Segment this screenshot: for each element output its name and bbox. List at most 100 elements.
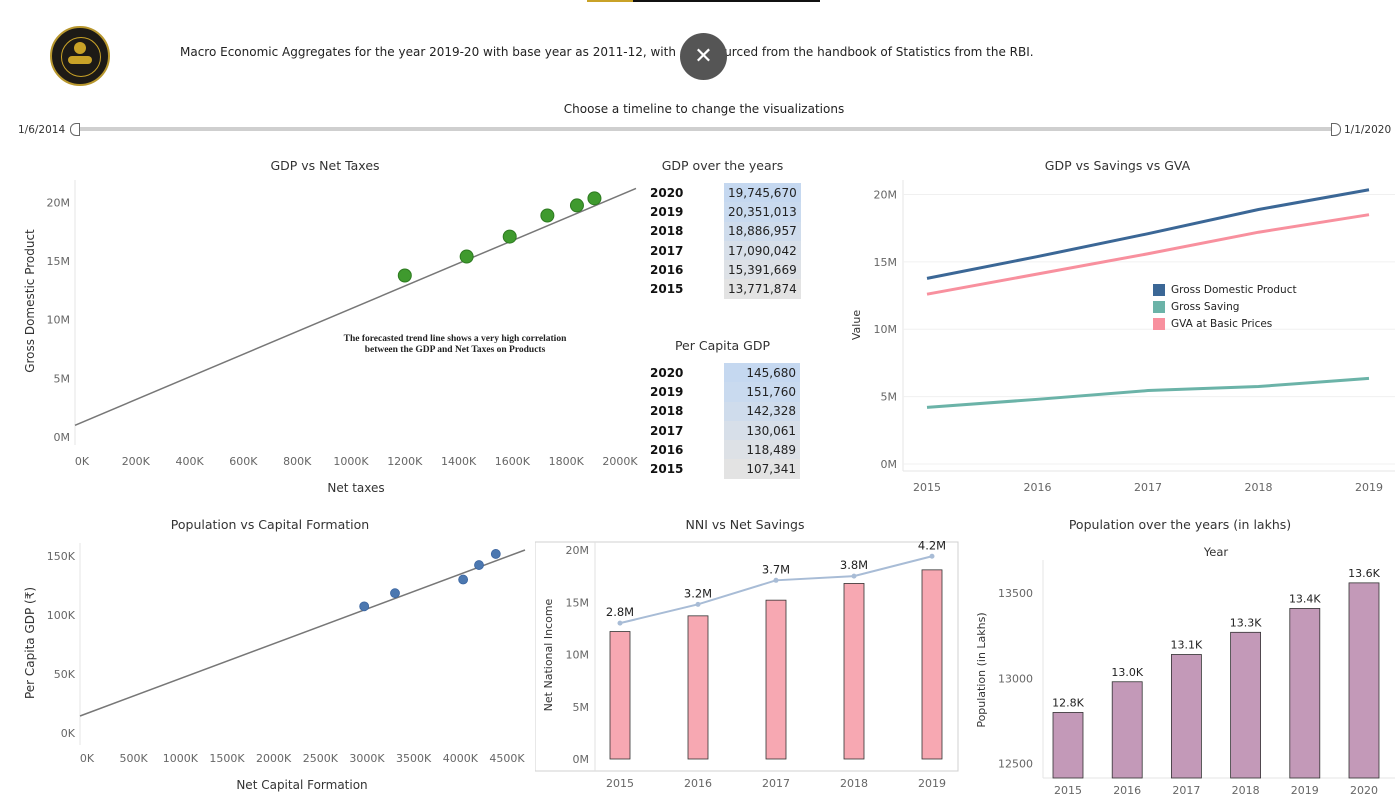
gdp-row[interactable]: 2017 17,090,042 (644, 240, 801, 261)
population-vs-capital-chart: 0K 50K 100K 150K 0K 500K 1000K 1500K 2000K 2500K 3… (23, 543, 526, 792)
y-tick-label: 15M (874, 256, 898, 269)
chart-title-gdp-net-taxes: GDP vs Net Taxes (270, 158, 380, 173)
x-tick-label: 1000K (163, 752, 199, 765)
legend-label-gva: GVA at Basic Prices (1171, 318, 1273, 330)
x-tick-label: 1000K (333, 455, 369, 468)
percap-row[interactable]: 2018 142,328 (644, 401, 800, 421)
data-label: 13.6K (1348, 567, 1380, 580)
y-tick-label: 20M (566, 544, 590, 557)
gdp-year: 2017 (650, 243, 684, 258)
x-tick-label: 2015 (1054, 784, 1082, 797)
y-tick-label: 0M (881, 458, 898, 471)
x-tick-label: 3000K (349, 752, 385, 765)
x-tick-label: 3500K (396, 752, 432, 765)
close-icon[interactable]: ✕ (694, 44, 713, 69)
data-point (458, 574, 469, 585)
percap-year: 2020 (650, 365, 684, 380)
legend-label-saving: Gross Saving (1171, 301, 1240, 313)
bar (765, 599, 787, 760)
gdp-row[interactable]: 2015 13,771,874 (644, 279, 801, 299)
data-label: 13.0K (1111, 666, 1143, 679)
timeline-start-date: 1/6/2014 (18, 124, 66, 136)
close-button[interactable]: ✕ (680, 33, 727, 80)
percap-value: 145,680 (724, 363, 800, 383)
series-line-gdp (926, 188, 1370, 280)
gdp-year: 2016 (650, 262, 684, 277)
series-line-saving (926, 376, 1370, 409)
gdp-value: 15,391,669 (724, 260, 801, 280)
x-tick-label: 4000K (443, 752, 479, 765)
bar (921, 569, 943, 760)
timeline-slider-track[interactable] (73, 127, 1336, 131)
trend-annotation-line-1: The forecasted trend line shows a very h… (343, 334, 567, 344)
bar (1230, 631, 1262, 779)
bar (1348, 582, 1380, 779)
legend-swatch-gdp (1153, 284, 1165, 296)
timeline-start-handle[interactable] (70, 123, 80, 136)
percap-row[interactable]: 2016 118,489 (644, 440, 800, 460)
percap-row[interactable]: 2015 107,341 (644, 459, 800, 479)
gdp-vs-net-taxes-chart: 0M 5M 10M 15M 20M 0K 200K 400K 600K 800K 1000K 1200… (23, 180, 638, 495)
percap-value: 130,061 (724, 420, 800, 441)
gdp-year: 2019 (650, 204, 684, 219)
trend-annotation-line-2: between the GDP and Net Taxes on Product… (364, 345, 546, 355)
gdp-year: 2015 (650, 282, 684, 297)
data-label: 3.7M (762, 562, 790, 576)
x-tick-label: 800K (283, 455, 312, 468)
top-accent-bar (587, 0, 633, 2)
bar (609, 631, 631, 760)
x-tick-label: 2000K (256, 752, 292, 765)
gdp-value: 18,886,957 (724, 221, 801, 241)
data-label: 4.2M (918, 538, 946, 552)
data-point (474, 560, 484, 570)
percap-table: 2020 145,680 2019 151,760 2018 142,328 2017 130… (644, 363, 800, 479)
bar (687, 615, 709, 760)
population-chart-subtitle: Year (1203, 545, 1229, 559)
timeline-label: Choose a timeline to change the visualiz… (563, 102, 845, 116)
trend-line (79, 549, 526, 717)
chart-title-population-years: Population over the years (in lakhs) (1068, 517, 1292, 532)
x-axis-title: Net Capital Formation (236, 778, 367, 792)
legend-label-gdp: Gross Domestic Product (1171, 284, 1297, 296)
percap-row[interactable]: 2020 145,680 (644, 363, 800, 383)
y-tick-label: 12500 (998, 758, 1033, 771)
data-label: 3.8M (840, 558, 868, 572)
x-tick-label: 2017 (1172, 784, 1200, 797)
x-tick-label: 0K (75, 455, 90, 468)
y-tick-label: 0M (573, 753, 590, 766)
legend-swatch-gva (1153, 318, 1165, 330)
percap-table-title: Per Capita GDP (674, 338, 771, 353)
x-tick-label: 1200K (387, 455, 423, 468)
gdp-row[interactable]: 2016 15,391,669 (644, 260, 801, 280)
chart-legend: Gross Domestic Product Gross Saving GVA … (1153, 284, 1297, 330)
percap-row[interactable]: 2017 130,061 (644, 420, 800, 441)
data-point (459, 249, 474, 264)
percap-year: 2019 (650, 384, 684, 399)
gdp-value: 17,090,042 (724, 240, 801, 261)
legend-item-saving[interactable]: Gross Saving (1153, 301, 1297, 313)
data-point (359, 601, 370, 612)
data-point (502, 229, 517, 244)
bar (1111, 681, 1143, 779)
trend-annotation: The forecasted trend line shows a very h… (330, 334, 580, 356)
x-tick-label: 2015 (913, 481, 941, 494)
gdp-value: 20,351,013 (724, 202, 801, 222)
x-tick-label: 2019 (1355, 481, 1383, 494)
gdp-row[interactable]: 2018 18,886,957 (644, 221, 801, 241)
x-tick-label: 1400K (441, 455, 477, 468)
trend-line (74, 187, 637, 426)
net-savings-point (695, 601, 701, 607)
y-axis-title: Gross Domestic Product (23, 229, 37, 373)
legend-item-gdp[interactable]: Gross Domestic Product (1153, 284, 1297, 296)
gdp-row[interactable]: 2020 19,745,670 (644, 183, 801, 203)
x-tick-label: 2019 (1291, 784, 1319, 797)
x-tick-label: 2500K (303, 752, 339, 765)
percap-row[interactable]: 2019 151,760 (644, 382, 800, 402)
x-tick-label: 2018 (1232, 784, 1260, 797)
net-savings-point (929, 553, 935, 559)
legend-item-gva[interactable]: GVA at Basic Prices (1153, 318, 1297, 330)
nni-vs-net-savings-chart: 0M 5M 10M 15M 20M 2015 2016 2017 2018 2019 2.8M 3.2… (535, 538, 959, 790)
timeline-end-handle[interactable] (1331, 123, 1341, 136)
y-tick-label: 100K (47, 609, 76, 622)
gdp-row[interactable]: 2019 20,351,013 (644, 202, 801, 222)
